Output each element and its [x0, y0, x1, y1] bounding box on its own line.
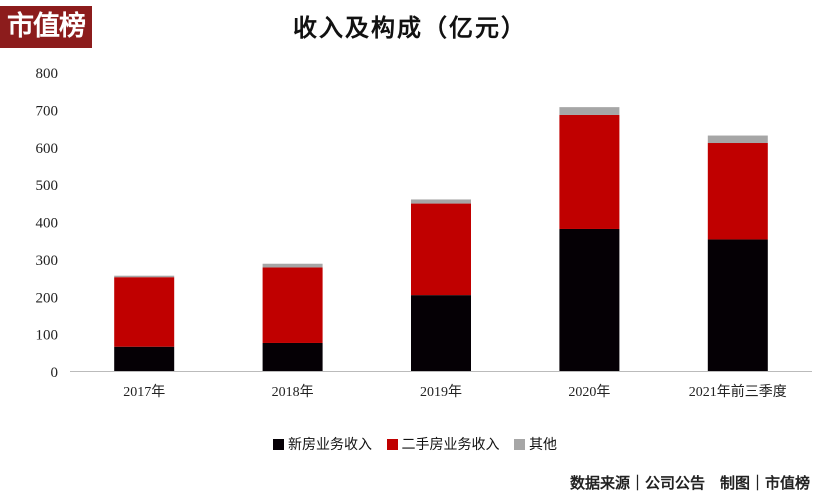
y-tick-label: 800 — [36, 66, 59, 82]
y-tick-label: 200 — [36, 290, 59, 306]
x-tick-label: 2017年 — [123, 384, 165, 400]
bar-segment — [262, 263, 323, 268]
legend-label: 新房业务收入 — [288, 437, 373, 453]
y-tick-label: 100 — [36, 328, 59, 344]
y-tick-label: 300 — [36, 253, 59, 269]
bar-segment — [559, 228, 620, 371]
y-tick-label: 0 — [51, 365, 59, 381]
x-tick-label: 2021年前三季度 — [689, 383, 787, 400]
y-tick-label: 400 — [36, 216, 59, 232]
x-tick-label: 2019年 — [420, 384, 462, 400]
source-note: 数据来源｜公司公告 制图｜市值榜 — [569, 474, 810, 492]
bar-segment — [707, 135, 768, 144]
y-tick-label: 500 — [36, 178, 59, 194]
bar-segment — [262, 342, 323, 371]
logo: 市值榜 — [0, 6, 92, 48]
x-tick-label: 2020年 — [568, 384, 610, 400]
y-tick-label: 600 — [36, 141, 59, 157]
bar-segment — [262, 267, 323, 343]
legend-label: 其他 — [528, 437, 557, 453]
bar-segment — [559, 107, 620, 115]
legend-swatch-second-hand — [386, 439, 398, 450]
bar-segment — [411, 199, 471, 204]
bar-segment — [114, 346, 175, 371]
bar-segment — [559, 114, 620, 229]
legend-label: 二手房业务收入 — [401, 437, 500, 453]
bar-segment — [707, 239, 768, 371]
stacked-bar-chart: 0 100 200 300 400 500 600 700 800 2017年 2018年 2019年… — [36, 66, 812, 400]
legend-swatch-other — [513, 439, 525, 450]
bar-segment — [114, 277, 175, 347]
bar-segment — [707, 143, 768, 240]
legend-swatch-new-house — [273, 439, 285, 450]
bar-segment — [411, 203, 471, 296]
y-tick-label: 700 — [36, 103, 59, 119]
x-tick-label: 2018年 — [272, 384, 314, 400]
bar-segment — [411, 295, 471, 371]
bar-segment — [114, 275, 175, 278]
legend: 新房业务收入 二手房业务收入 其他 — [0, 434, 820, 454]
chart-title: 收入及构成（亿元） — [293, 13, 527, 42]
